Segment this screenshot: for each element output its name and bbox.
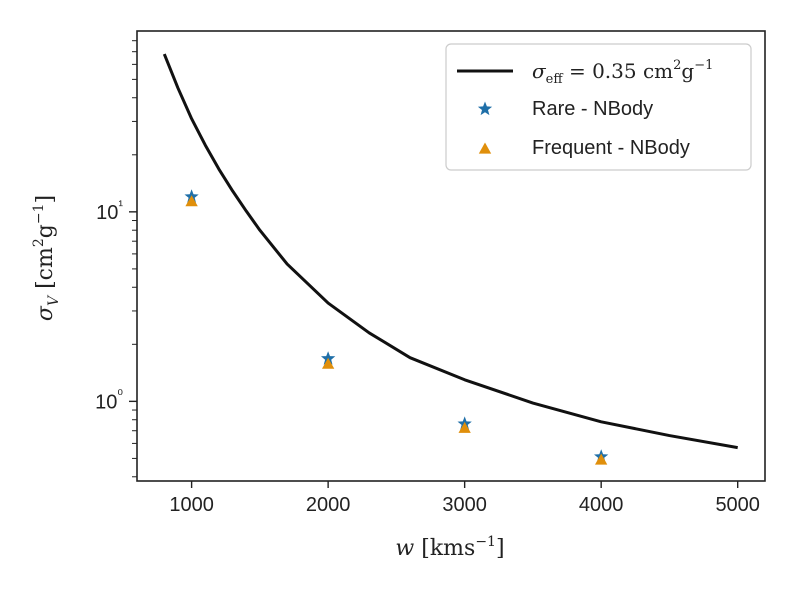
y-tick-label: 10¹ [96,197,123,224]
legend-rare-marker [477,101,493,116]
plot-frame [136,30,766,482]
legend: σeff = 0.35 cm2g−1 Rare - NBody Frequent… [445,43,752,171]
frequent-nbody-point [595,453,608,465]
x-tick-label: 4000 [579,494,624,516]
chart-marks [162,53,738,465]
x-tick-label: 5000 [715,494,760,516]
x-tick-label: 3000 [442,494,487,516]
series-line-sigma-eff [162,53,738,450]
frequent-nbody-point [322,357,335,369]
plot-area [136,30,766,482]
frequent-nbody-point [185,195,198,207]
legend-frequent-label: Frequent - NBody [532,137,690,159]
frequent-nbody-point [458,421,471,433]
x-tick-label: 1000 [169,494,214,516]
legend-rare-label: Rare - NBody [532,98,653,120]
legend-frequent-marker [478,142,492,154]
legend-line-label: σeff = 0.35 cm2g−1 [532,58,713,87]
y-axis-label: σV [cm2g−1] [31,195,62,321]
legend-box [445,43,752,171]
y-tick-label: 10⁰ [95,386,123,413]
x-tick-label: 2000 [306,494,351,516]
axis-ticks: 1000 2000 3000 4000 5000 10⁰ 10¹ [95,40,760,516]
x-axis-label: w [kms−1] [395,534,504,561]
